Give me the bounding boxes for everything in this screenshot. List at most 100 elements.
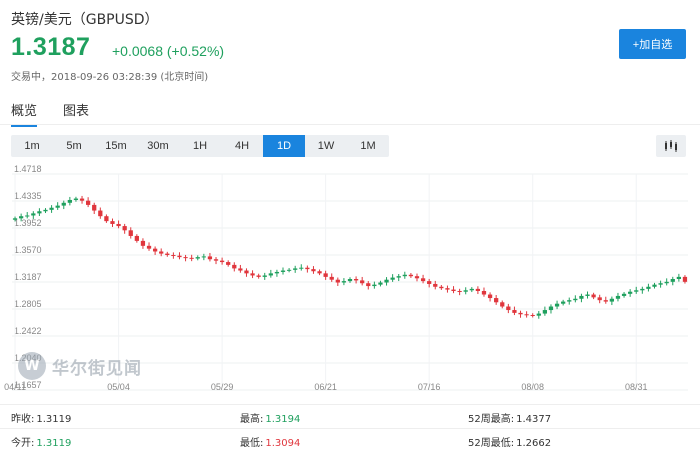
candle	[85, 200, 91, 205]
period-15m[interactable]: 15m	[105, 140, 127, 152]
candle	[122, 226, 127, 231]
candle	[19, 216, 24, 219]
period-1mo[interactable]: 1M	[360, 140, 376, 152]
candle	[134, 235, 139, 241]
candle	[414, 276, 420, 279]
price-change: +0.0068 (+0.52%)	[112, 43, 225, 59]
period-1h[interactable]: 1H	[192, 140, 208, 152]
period-selector: 1m 5m 15m 30m 1H 4H 1D 1W 1M	[11, 135, 389, 157]
candle	[573, 298, 578, 301]
period-1d[interactable]: 1D	[263, 135, 305, 157]
candle	[615, 295, 621, 299]
candle	[670, 279, 675, 282]
y-tick-label: 1.2805	[14, 299, 42, 309]
candle	[299, 267, 304, 269]
candle	[360, 280, 365, 284]
candle	[152, 248, 158, 252]
candle	[110, 221, 115, 224]
candle	[232, 264, 237, 269]
main-tabs: 概览 图表	[11, 100, 89, 127]
candlestick-icon	[665, 140, 677, 152]
candle	[207, 256, 213, 260]
candle	[585, 294, 590, 296]
candle	[676, 276, 681, 280]
tabs-divider	[0, 124, 700, 125]
candle	[445, 288, 450, 290]
candle	[341, 281, 347, 283]
stat-prev-close: 昨收: 1.3119	[11, 414, 72, 425]
candle	[329, 276, 334, 280]
tab-overview[interactable]: 概览	[11, 100, 38, 127]
candle	[487, 294, 493, 299]
candle	[268, 273, 273, 276]
candle	[524, 314, 529, 316]
candle	[439, 286, 444, 289]
stats-row: 昨收: 1.3119 最高: 1.3194 52周最高: 1.4377	[0, 404, 700, 429]
stat-high: 最高: 1.3194	[240, 414, 301, 425]
candle	[128, 230, 133, 236]
period-1m[interactable]: 1m	[24, 140, 40, 152]
price-chart[interactable]: 1.4718 1.4335 1.3952 1.3570 1.3187 1.2805 1.24…	[0, 162, 700, 394]
candle	[420, 278, 426, 282]
candle	[347, 279, 353, 282]
candle	[49, 207, 54, 210]
candle	[104, 216, 109, 222]
candle	[506, 306, 511, 311]
candle	[189, 257, 194, 259]
pair-title: 英镑/美元（GBPUSD）	[11, 12, 159, 28]
candle	[494, 298, 499, 303]
y-tick-label: 1.4718	[14, 164, 42, 174]
chart-type-button[interactable]	[656, 135, 686, 157]
candle	[609, 298, 615, 302]
candle	[561, 301, 566, 304]
candle	[195, 257, 200, 259]
candle	[98, 210, 103, 217]
candle	[664, 281, 669, 284]
x-tick-label: 06/21	[314, 382, 337, 392]
watermark: W 华尔街见闻	[18, 352, 142, 380]
candle	[280, 270, 286, 272]
candle	[61, 202, 66, 206]
candle	[25, 215, 30, 217]
candle	[603, 300, 608, 302]
period-30m[interactable]: 30m	[147, 140, 169, 152]
tab-chart[interactable]: 图表	[63, 104, 90, 119]
candle	[244, 270, 249, 274]
candle	[116, 223, 121, 227]
stat-52w-high: 52周最高: 1.4377	[468, 414, 552, 425]
candle	[37, 211, 42, 214]
candle	[219, 260, 225, 263]
x-tick-label: 05/29	[211, 382, 234, 392]
candle	[323, 273, 328, 277]
stats-row: 今开: 1.3119 最低: 1.3094 52周最低: 1.2662	[0, 428, 700, 453]
candle	[286, 269, 292, 271]
candle	[640, 288, 645, 291]
candle	[140, 240, 146, 246]
x-tick-label: 04/11	[4, 382, 26, 392]
candle	[293, 268, 298, 270]
candle	[384, 279, 389, 283]
candle	[396, 276, 401, 278]
candle	[31, 213, 36, 216]
y-tick-label: 1.3570	[14, 245, 42, 255]
period-5m[interactable]: 5m	[66, 140, 82, 152]
candle	[402, 274, 407, 277]
candle	[183, 257, 188, 259]
y-tick-label: 1.3187	[14, 272, 42, 282]
y-tick-label: 1.1657	[14, 380, 42, 390]
add-watchlist-button[interactable]: +加自选	[619, 29, 686, 59]
candle	[433, 283, 438, 287]
stat-open: 今开: 1.3119	[11, 438, 72, 449]
y-tick-label: 1.2422	[14, 326, 42, 336]
period-1w[interactable]: 1W	[317, 140, 335, 152]
candle	[305, 267, 310, 270]
current-price: 1.3187	[11, 33, 91, 61]
candle	[378, 282, 383, 285]
period-4h[interactable]: 4H	[234, 140, 250, 152]
candle	[542, 310, 548, 314]
candle	[634, 290, 639, 292]
candle	[463, 290, 468, 292]
candle	[512, 310, 517, 313]
candle	[366, 283, 371, 287]
candle	[177, 255, 182, 258]
